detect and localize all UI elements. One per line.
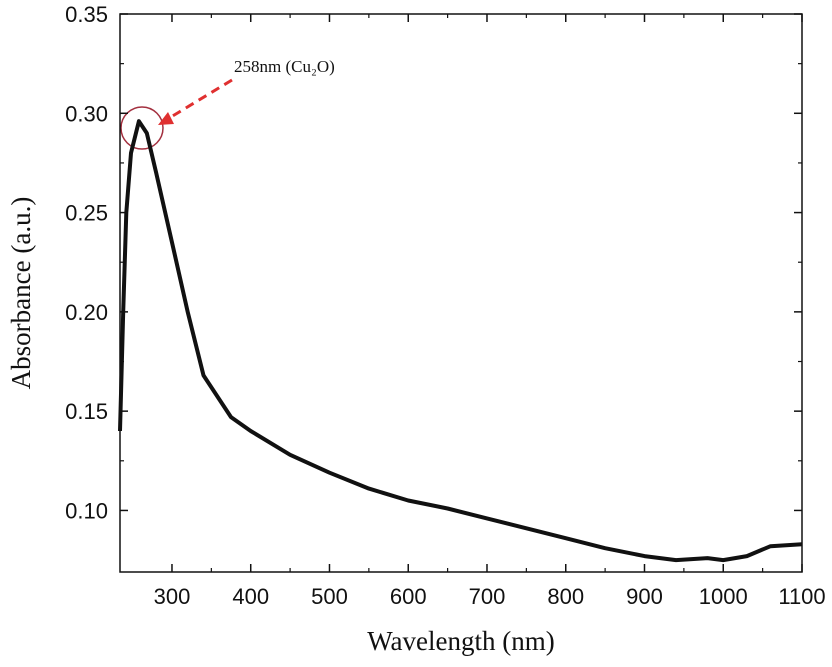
x-tick-label: 1000 bbox=[699, 584, 748, 609]
x-axis-label: Wavelength (nm) bbox=[367, 626, 555, 656]
data-line bbox=[118, 119, 803, 563]
annotation-arrow bbox=[165, 78, 233, 122]
x-tick-label: 500 bbox=[311, 584, 348, 609]
x-tick-label: 1100 bbox=[778, 584, 825, 609]
y-axis-label: Absorbance (a.u.) bbox=[6, 197, 36, 390]
y-tick-label: 0.10 bbox=[65, 498, 108, 523]
plot-frame bbox=[119, 13, 803, 573]
y-tick-label: 0.30 bbox=[65, 101, 108, 126]
y-tick-label: 0.15 bbox=[65, 399, 108, 424]
x-tick-label: 800 bbox=[547, 584, 584, 609]
x-tick-label: 400 bbox=[232, 584, 269, 609]
x-tick-label: 600 bbox=[390, 584, 427, 609]
y-tick-label: 0.25 bbox=[65, 201, 108, 226]
y-tick-label: 0.20 bbox=[65, 300, 108, 325]
x-tick-label: 900 bbox=[626, 584, 663, 609]
arrow-head bbox=[158, 112, 174, 125]
x-tick-label: 700 bbox=[469, 584, 506, 609]
y-tick-label: 0.35 bbox=[65, 2, 108, 27]
highlight-circle bbox=[120, 106, 164, 150]
x-tick-label: 300 bbox=[154, 584, 191, 609]
annotation: 258nm (Cu₂O) bbox=[234, 57, 335, 76]
